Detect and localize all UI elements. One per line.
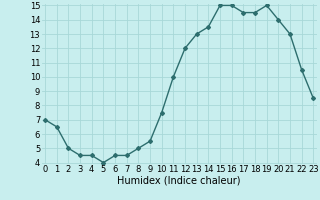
X-axis label: Humidex (Indice chaleur): Humidex (Indice chaleur) — [117, 176, 241, 186]
